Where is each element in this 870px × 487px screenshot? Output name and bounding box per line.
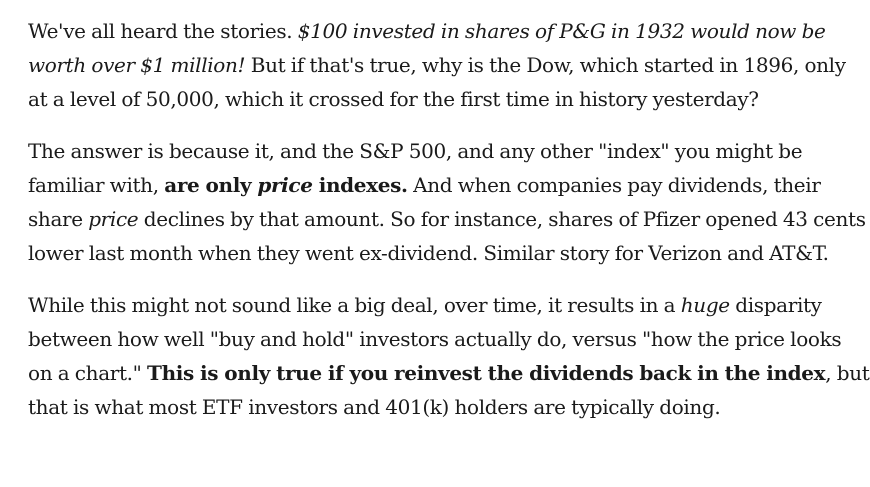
p3-italic-huge: huge: [680, 293, 730, 317]
p2-lead-text: The answer is because it, and the S&P 50…: [28, 139, 803, 197]
p3-lead-text: While this might not sound like a big de…: [28, 293, 681, 317]
paragraph-3: While this might not sound like a big de…: [28, 288, 870, 424]
p1-quote-italic: $100 invested in shares of P&G in 1932 w…: [28, 19, 826, 77]
p2-bold-text-b: indexes.: [312, 173, 408, 197]
p3-mid-text: disparity between how well "buy and hold…: [28, 293, 842, 385]
p2-bold-text-a: are only: [164, 173, 258, 197]
p2-rest-text: declines by that amount. So for instance…: [28, 207, 866, 265]
p2-bold-italic-price: price: [257, 173, 313, 197]
paragraph-1: We've all heard the stories. $100 invest…: [28, 14, 870, 116]
article-body: We've all heard the stories. $100 invest…: [28, 14, 870, 424]
p2-mid-text: And when companies pay dividends, their …: [28, 173, 821, 231]
p2-italic-price: price: [88, 207, 139, 231]
p3-rest-text: , but that is what most ETF investors an…: [28, 361, 870, 419]
paragraph-2: The answer is because it, and the S&P 50…: [28, 134, 870, 270]
p3-bold-text: This is only true if you reinvest the di…: [147, 361, 826, 385]
p1-lead-text: We've all heard the stories.: [28, 19, 298, 43]
p1-rest-text: But if that's true, why is the Dow, whic…: [28, 53, 846, 111]
